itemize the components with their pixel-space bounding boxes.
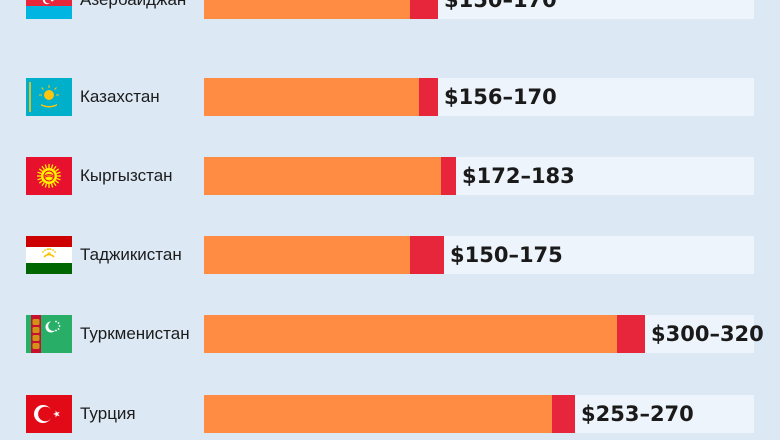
turkey-flag: [26, 395, 72, 433]
country-label: Кыргызстан: [80, 166, 173, 185]
chart-row: Кыргызстан $172–183: [0, 157, 780, 195]
bar-range-segment: [410, 0, 438, 19]
kazakhstan-flag: [26, 78, 72, 116]
country-label: Туркменистан: [80, 324, 190, 343]
value-label: $172–183: [462, 164, 575, 188]
bar-range-segment: [441, 157, 456, 195]
chart-row: Таджикистан $150–175: [0, 236, 780, 274]
chart-row: Казахстан $156–170: [0, 78, 780, 116]
bar-low-segment: [204, 157, 441, 195]
chart-row: Азербайджан $150–170: [0, 0, 780, 19]
bar-low-segment: [204, 315, 617, 353]
bar-low-segment: [204, 236, 410, 274]
tajikistan-flag: [26, 236, 72, 274]
kyrgyzstan-flag: [26, 157, 72, 195]
bar-range-segment: [552, 395, 575, 433]
bar-low-segment: [204, 395, 552, 433]
chart-row: Туркменистан $300–320: [0, 315, 780, 353]
turkmenistan-flag: [26, 315, 72, 353]
value-label: $150–175: [450, 243, 563, 267]
country-label: Таджикистан: [80, 245, 182, 264]
bar-low-segment: [204, 78, 419, 116]
value-label: $253–270: [581, 402, 694, 426]
country-label: Казахстан: [80, 87, 160, 106]
country-label: Турция: [80, 404, 136, 423]
bar-low-segment: [204, 0, 410, 19]
azerbaijan-flag: [26, 0, 72, 19]
value-label: $150–170: [444, 0, 557, 12]
value-label: $300–320: [651, 322, 764, 346]
country-label: Азербайджан: [80, 0, 186, 19]
value-label: $156–170: [444, 85, 557, 109]
chart-row: Турция $253–270: [0, 395, 780, 433]
bar-range-segment: [419, 78, 438, 116]
bar-range-segment: [410, 236, 444, 274]
bar-range-segment: [617, 315, 645, 353]
